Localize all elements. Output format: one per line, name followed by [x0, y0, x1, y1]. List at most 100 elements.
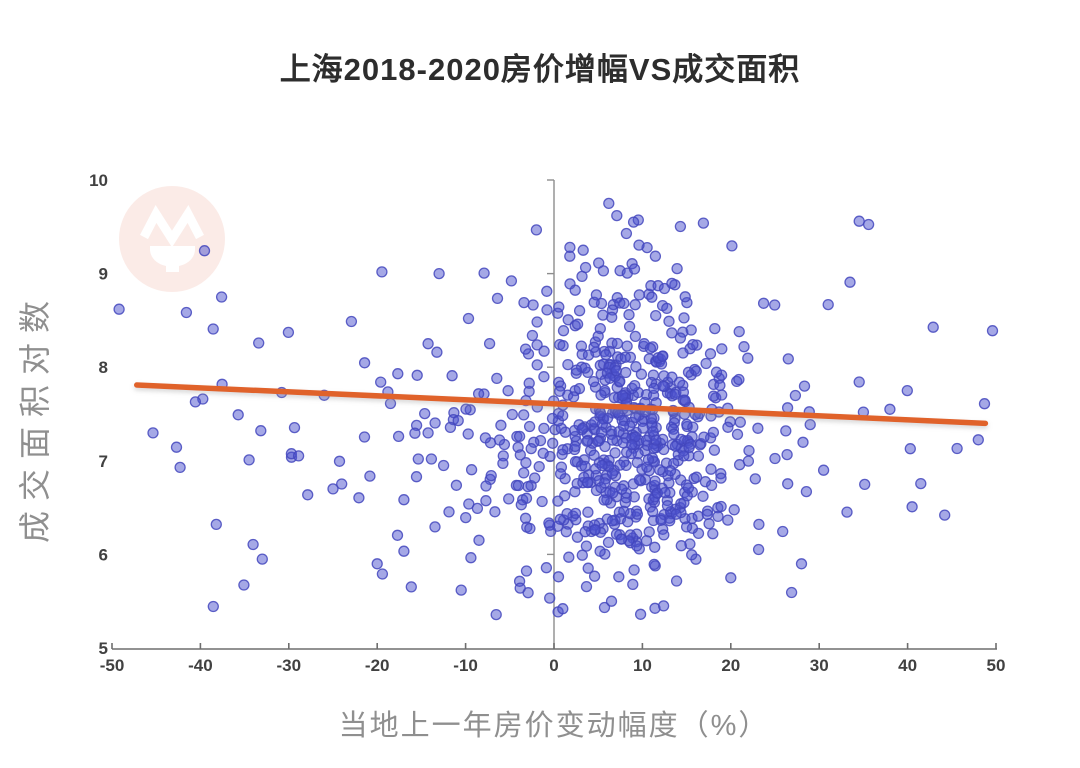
data-point	[692, 510, 704, 522]
data-point	[514, 582, 526, 594]
data-point	[345, 315, 358, 328]
data-point	[198, 245, 211, 257]
data-point	[489, 506, 501, 518]
data-point	[536, 495, 548, 508]
data-point	[506, 408, 518, 421]
data-point	[189, 396, 202, 408]
data-point	[701, 508, 713, 521]
data-point	[463, 498, 475, 510]
data-point	[554, 468, 567, 480]
data-point	[675, 540, 687, 552]
data-point	[633, 239, 645, 251]
data-point	[495, 419, 507, 431]
tick-labels: 10 9 8 7 6 5-50 -40 -30 -20 -10 0 10 20 30 40 50	[89, 171, 1005, 675]
data-point	[666, 371, 678, 383]
data-point	[671, 262, 683, 275]
data-point	[710, 366, 723, 378]
data-point	[243, 454, 255, 466]
data-point	[514, 449, 526, 461]
data-point	[631, 508, 644, 520]
data-point	[526, 329, 539, 342]
data-point	[522, 480, 534, 493]
data-point	[462, 428, 474, 440]
data-point	[707, 426, 720, 439]
data-point	[531, 339, 543, 351]
data-point	[752, 543, 765, 556]
data-point	[705, 463, 717, 475]
data-point	[603, 197, 615, 210]
data-point	[557, 325, 570, 337]
data-point	[455, 584, 467, 596]
data-point	[694, 439, 706, 451]
data-point	[557, 444, 569, 456]
data-point	[569, 284, 581, 296]
x-tick-label: 10	[633, 656, 652, 675]
data-point	[700, 357, 712, 370]
data-point	[412, 453, 424, 465]
data-point	[575, 340, 588, 352]
data-point	[615, 533, 628, 545]
data-point	[679, 394, 691, 406]
data-point	[738, 341, 750, 353]
data-point	[631, 540, 643, 552]
x-tick-label: 20	[721, 656, 740, 675]
scatter-points	[113, 197, 999, 621]
x-tick-label: 0	[549, 656, 558, 675]
data-point	[613, 571, 625, 583]
data-point	[800, 485, 813, 498]
data-point	[364, 470, 376, 482]
data-point	[577, 422, 589, 434]
data-point	[781, 402, 794, 414]
data-point	[592, 330, 604, 342]
data-point	[844, 276, 856, 288]
data-point	[752, 422, 764, 434]
data-point	[646, 291, 658, 303]
data-point	[480, 495, 492, 507]
data-point	[680, 521, 693, 533]
data-point	[633, 474, 646, 486]
data-point	[594, 545, 606, 557]
data-point	[782, 478, 794, 490]
data-point	[446, 370, 458, 382]
data-point	[561, 507, 573, 520]
data-point	[419, 407, 431, 420]
data-point	[664, 465, 677, 477]
data-point	[519, 343, 532, 355]
data-point	[564, 241, 576, 254]
data-point	[650, 309, 662, 322]
data-point	[530, 224, 543, 236]
data-point	[704, 348, 717, 360]
data-point	[333, 455, 346, 467]
data-point	[560, 526, 572, 538]
data-point	[619, 351, 631, 363]
data-point	[640, 434, 652, 447]
data-point	[884, 403, 896, 415]
data-point	[617, 437, 629, 449]
data-point	[853, 215, 865, 227]
data-point	[728, 504, 740, 516]
data-point	[782, 353, 794, 365]
data-point	[255, 425, 267, 437]
data-point	[443, 506, 455, 518]
data-point	[563, 551, 575, 563]
data-point	[232, 409, 244, 421]
data-point	[174, 461, 186, 474]
data-point	[817, 464, 830, 476]
data-point	[376, 266, 388, 278]
data-point	[705, 479, 718, 492]
data-point	[733, 325, 745, 338]
data-point	[538, 345, 550, 357]
x-tick-label: -20	[365, 656, 390, 675]
data-point	[422, 338, 434, 350]
data-point	[657, 600, 670, 612]
data-point	[588, 449, 600, 461]
data-point	[661, 500, 674, 512]
data-point	[358, 357, 371, 369]
data-point	[336, 478, 348, 490]
data-point	[697, 490, 709, 502]
data-point	[471, 502, 484, 515]
data-point	[742, 455, 755, 467]
data-point	[571, 531, 584, 543]
data-point	[712, 510, 724, 523]
data-point	[557, 603, 569, 615]
